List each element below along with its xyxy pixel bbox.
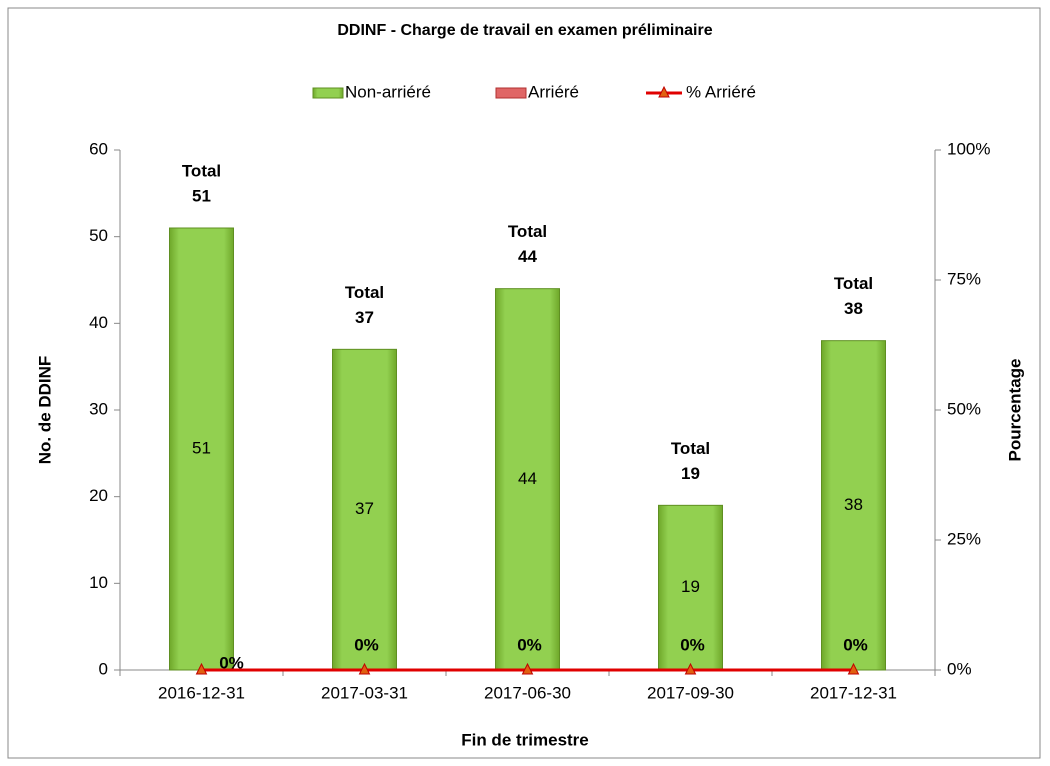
bar-value-label: 51	[192, 438, 211, 457]
y-tick-label: 50	[89, 226, 108, 245]
legend-label: Arriéré	[528, 82, 579, 101]
line-value-label: 0%	[517, 635, 542, 654]
line-value-label: 0%	[843, 635, 868, 654]
x-tick-label: 2017-06-30	[484, 683, 571, 702]
line-value-label: 0%	[354, 635, 379, 654]
bar	[495, 288, 560, 671]
x-tick-label: 2017-09-30	[647, 683, 734, 702]
total-value: 19	[681, 464, 700, 483]
y-tick-label: 30	[89, 399, 108, 418]
y-tick-label: 60	[89, 139, 108, 158]
y2-tick-label: 75%	[947, 269, 981, 288]
x-axis-title: Fin de trimestre	[461, 730, 589, 749]
total-label: Total	[345, 283, 384, 302]
bar-value-label: 38	[844, 495, 863, 514]
line-marker	[684, 662, 697, 675]
total-label: Total	[182, 161, 221, 180]
y2-tick-label: 25%	[947, 529, 981, 548]
chart-title: DDINF - Charge de travail en examen prél…	[337, 22, 712, 39]
legend-label: Non-arriéré	[345, 82, 431, 101]
total-value: 44	[518, 247, 537, 266]
line-marker	[358, 662, 371, 675]
x-tick-label: 2017-03-31	[321, 683, 408, 702]
y-tick-label: 0	[99, 659, 108, 678]
y2-tick-label: 100%	[947, 139, 990, 158]
y-axis-title: No. de DDINF	[35, 356, 54, 465]
bar-value-label: 44	[518, 469, 537, 488]
total-label: Total	[671, 439, 710, 458]
y-tick-label: 20	[89, 486, 108, 505]
y2-tick-label: 50%	[947, 399, 981, 418]
y-tick-label: 10	[89, 573, 108, 592]
total-value: 38	[844, 299, 863, 318]
bar	[658, 504, 723, 671]
bar	[332, 348, 397, 671]
line-marker	[521, 662, 534, 675]
line-marker	[195, 662, 208, 675]
total-value: 51	[192, 186, 211, 205]
bar-value-label: 19	[681, 577, 700, 596]
x-tick-label: 2016-12-31	[158, 683, 245, 702]
x-tick-label: 2017-12-31	[810, 683, 897, 702]
bar	[169, 227, 234, 671]
bar-value-label: 37	[355, 499, 374, 518]
legend-label: % Arriéré	[686, 82, 756, 101]
y-tick-label: 40	[89, 313, 108, 332]
legend-swatch	[312, 87, 344, 99]
total-value: 37	[355, 308, 374, 327]
y2-tick-label: 0%	[947, 659, 972, 678]
legend-swatch	[495, 87, 527, 99]
line-marker	[847, 662, 860, 675]
legend-marker	[658, 85, 670, 98]
y2-axis-title: Pourcentage	[1005, 359, 1024, 462]
total-label: Total	[834, 274, 873, 293]
line-value-label: 0%	[680, 635, 705, 654]
total-label: Total	[508, 222, 547, 241]
line-value-label: 0%	[219, 653, 244, 672]
